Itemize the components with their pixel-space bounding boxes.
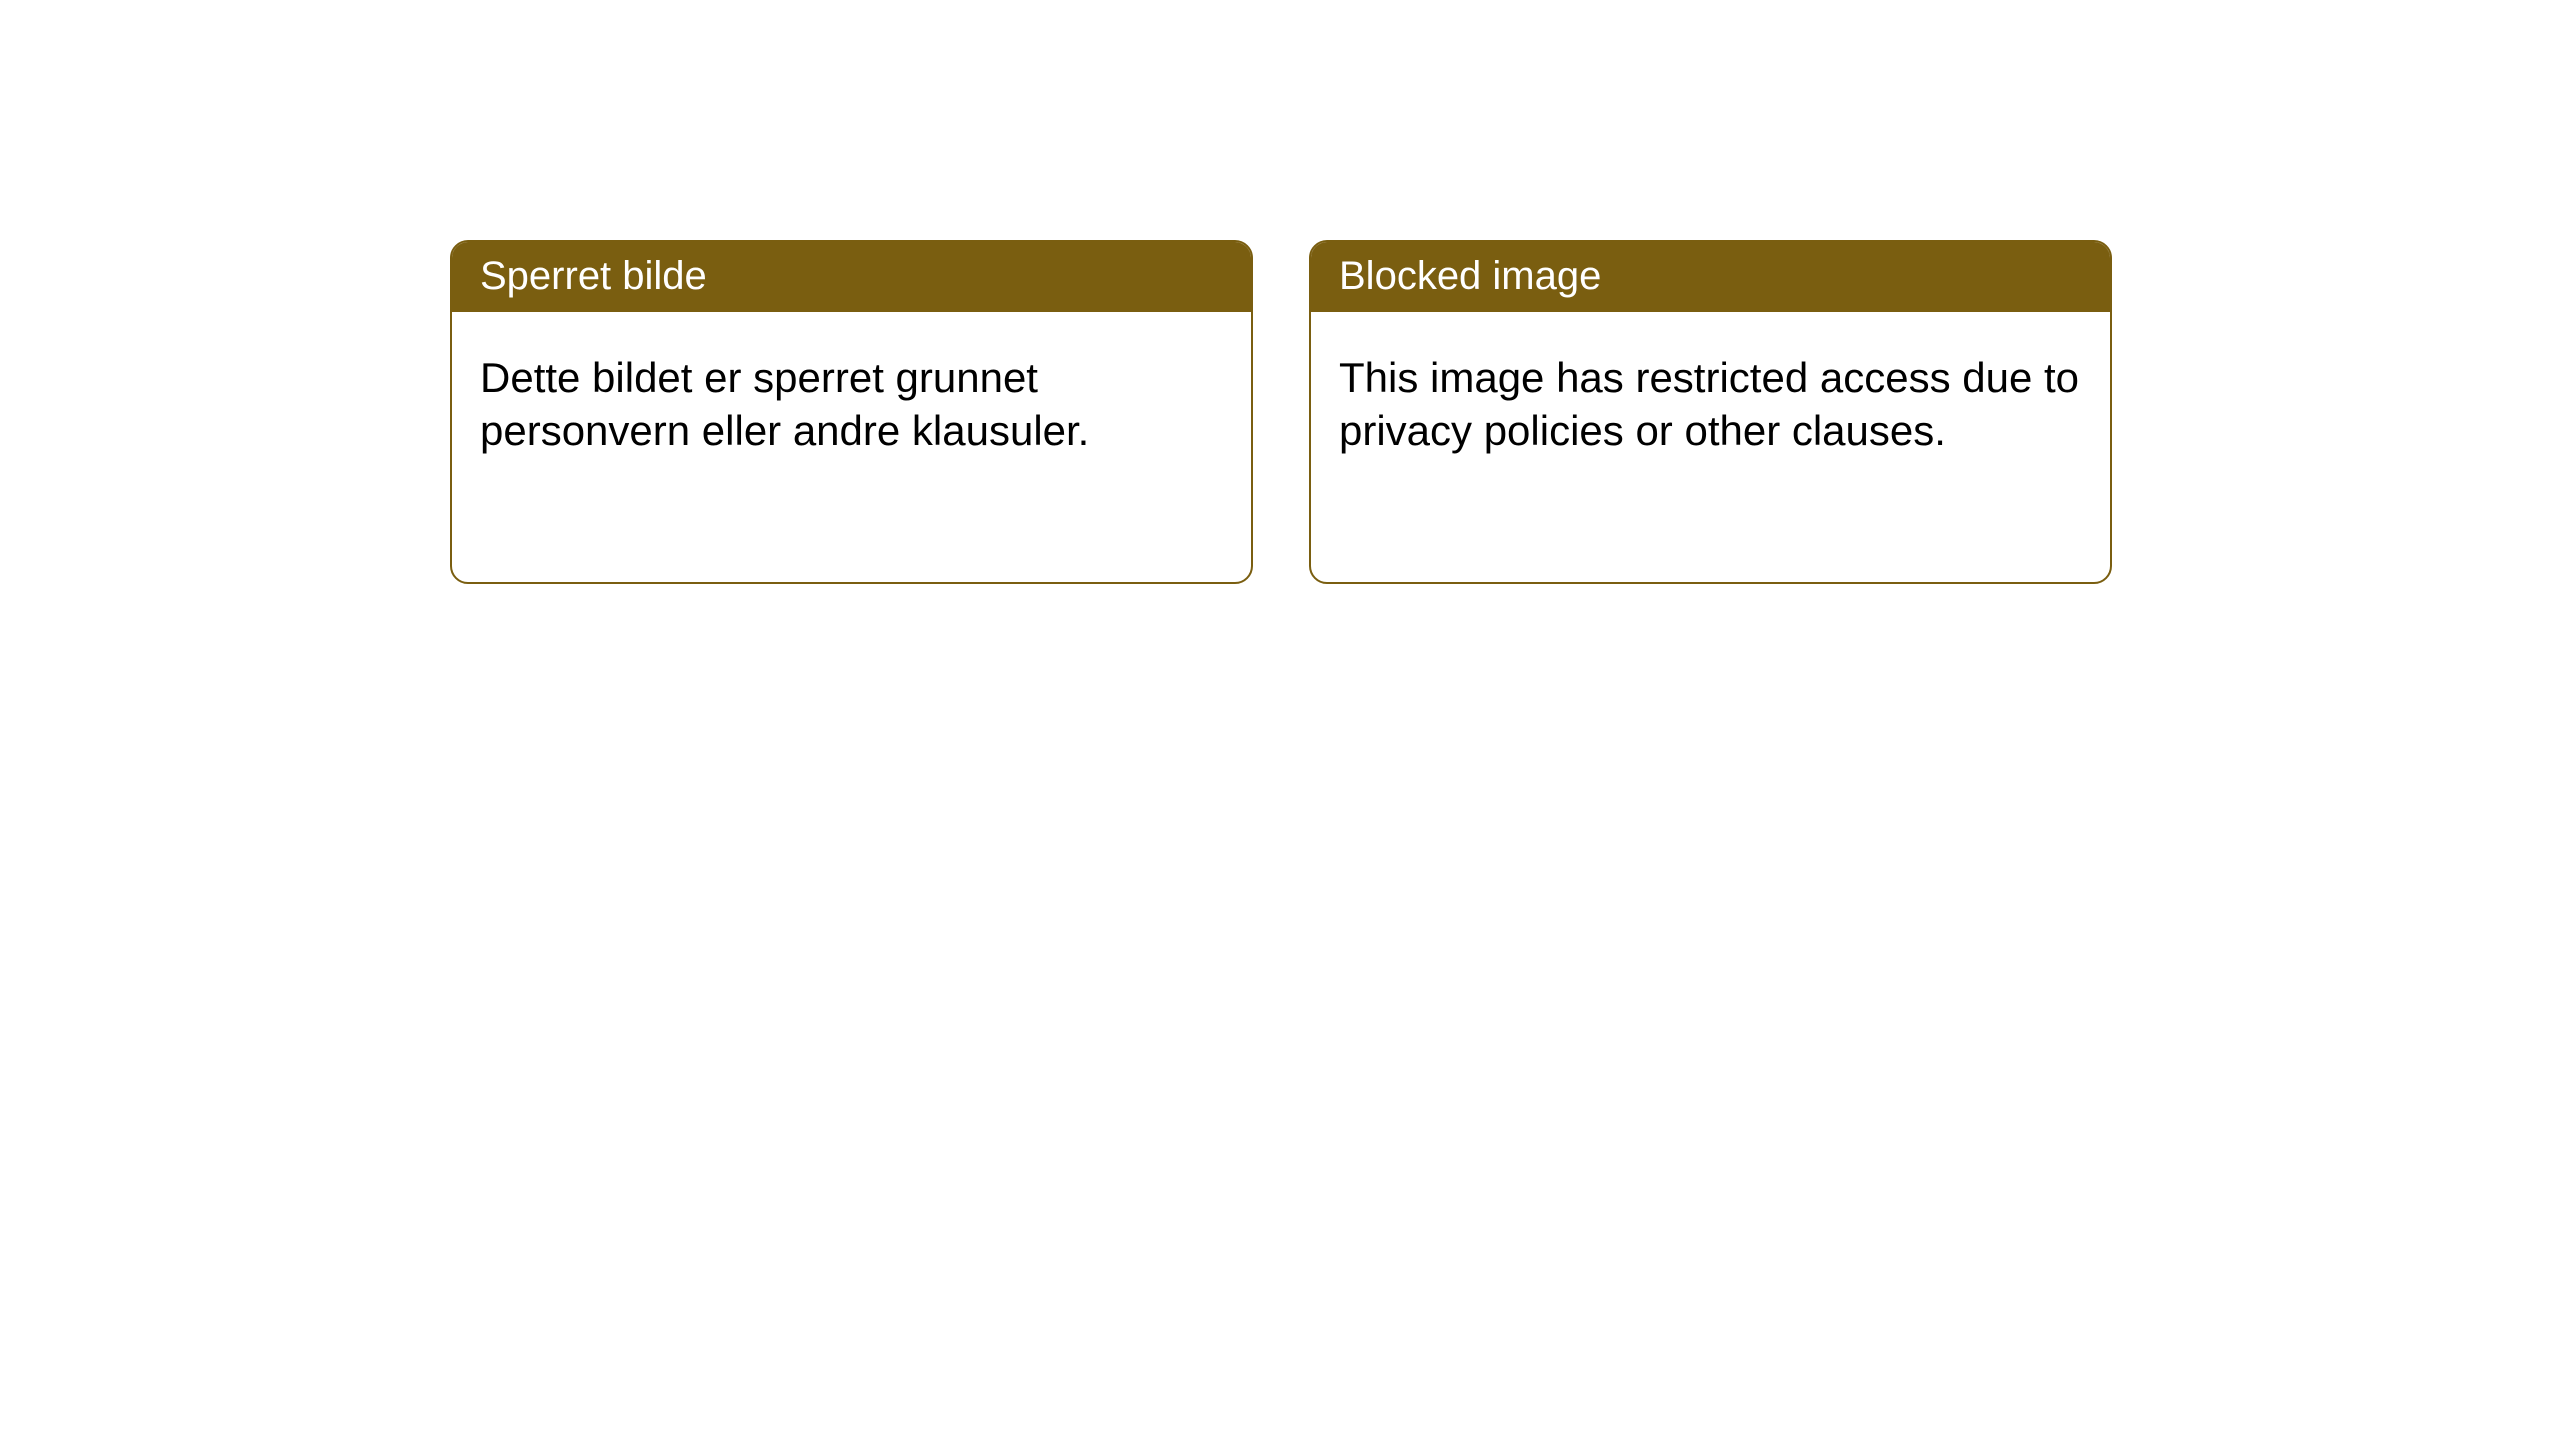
notice-title-norwegian: Sperret bilde — [452, 242, 1251, 312]
notice-title-english: Blocked image — [1311, 242, 2110, 312]
notice-container: Sperret bilde Dette bildet er sperret gr… — [450, 240, 2112, 584]
notice-card-norwegian: Sperret bilde Dette bildet er sperret gr… — [450, 240, 1253, 584]
notice-card-english: Blocked image This image has restricted … — [1309, 240, 2112, 584]
notice-message-english: This image has restricted access due to … — [1311, 312, 2110, 582]
notice-message-norwegian: Dette bildet er sperret grunnet personve… — [452, 312, 1251, 582]
